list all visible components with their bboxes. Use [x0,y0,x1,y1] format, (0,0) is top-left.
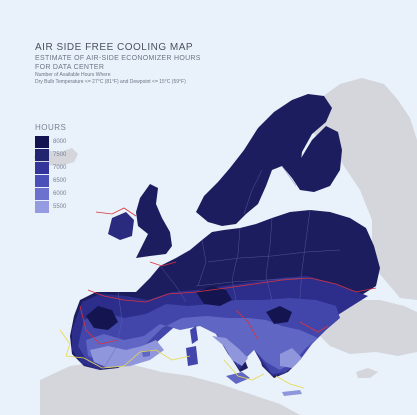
north-africa-landmass [40,362,300,415]
map-note-line-1: Number of Available Hours Where [35,72,201,79]
hours-legend: HOURS 8000 7500 7000 6500 6000 5500 [35,123,66,213]
map-title: AIR SIDE FREE COOLING MAP [35,42,201,54]
legend-label: 7500 [53,152,66,158]
legend-row: 7000 [35,161,66,174]
legend-row: 6500 [35,174,66,187]
legend-label: 7000 [53,165,66,171]
legend-swatch [35,149,49,161]
legend-row: 6000 [35,187,66,200]
legend-label: 6500 [53,178,66,184]
legend-swatch [35,136,49,148]
corsica-landmass [190,326,198,344]
legend-label: 8000 [53,139,66,145]
legend-row: 5500 [35,200,66,213]
legend-label: 6000 [53,191,66,197]
legend-swatch [35,201,49,213]
legend-row: 8000 [35,135,66,148]
legend-swatch [35,175,49,187]
legend-swatch [35,188,49,200]
legend-row: 7500 [35,148,66,161]
cyprus-landmass [356,368,378,378]
map-note-line-2: Dry Bulb Temperature <= 27°C (81°F) and … [35,79,201,86]
crete-landmass [282,390,302,396]
map-subtitle-line-2: FOR DATA CENTER [35,63,201,72]
ireland-landmass [108,212,134,240]
sardinia-landmass [186,346,198,366]
map-subtitle-line-1: ESTIMATE OF AIR-SIDE ECONOMIZER HOURS [35,54,201,63]
legend-swatch [35,162,49,174]
title-block: AIR SIDE FREE COOLING MAP ESTIMATE OF AI… [35,42,201,86]
great-britain-landmass [136,184,172,258]
legend-label: 5500 [53,204,66,210]
legend-title: HOURS [35,123,66,132]
